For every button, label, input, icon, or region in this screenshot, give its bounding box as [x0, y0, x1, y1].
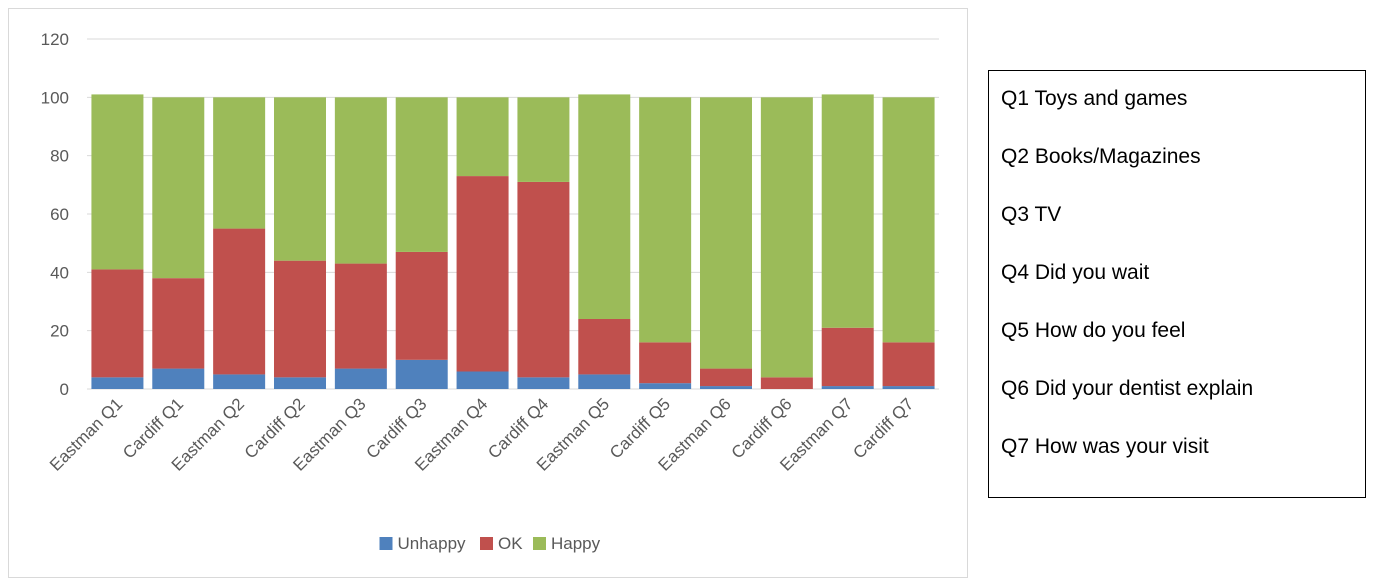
bar-segment-ok — [639, 342, 692, 384]
bar-segment-unhappy — [334, 368, 387, 389]
bar-segment-ok — [578, 319, 631, 375]
x-tick-label: Eastman Q1 — [46, 394, 126, 474]
question-key-item: Q1 Toys and games — [1001, 87, 1188, 110]
bar-segment-unhappy — [882, 386, 935, 389]
bar-segment-happy — [821, 94, 874, 328]
bar-segment-unhappy — [700, 386, 752, 389]
bar-segment-ok — [456, 176, 509, 372]
bar-segment-unhappy — [578, 374, 631, 389]
x-tick-label: Cardiff Q7 — [849, 394, 917, 462]
legend-label: OK — [498, 534, 523, 553]
question-key-box: Q1 Toys and games Q2 Books/Magazines Q3 … — [988, 70, 1366, 498]
bar-segment-ok — [91, 269, 144, 378]
bar-segment-ok — [274, 260, 326, 378]
bar-segment-unhappy — [456, 371, 509, 389]
bars — [91, 94, 935, 389]
bar-segment-unhappy — [274, 377, 326, 389]
bar-segment-unhappy — [517, 377, 570, 389]
question-key-item: Q7 How was your visit — [1001, 435, 1209, 458]
bar-segment-ok — [882, 342, 935, 387]
bar-segment-ok — [334, 263, 387, 369]
bar-segment-ok — [152, 278, 205, 369]
question-key-item: Q5 How do you feel — [1001, 319, 1186, 342]
y-tick-label: 100 — [41, 88, 69, 107]
bar-segment-happy — [639, 97, 692, 343]
bar-segment-ok — [517, 181, 570, 378]
y-tick-label: 20 — [50, 322, 69, 341]
bar-segment-happy — [882, 97, 935, 343]
y-tick-label: 0 — [60, 380, 69, 399]
bar-segment-unhappy — [821, 386, 874, 389]
legend-swatch-happy — [533, 537, 546, 550]
bar-segment-unhappy — [395, 359, 448, 389]
question-key-item: Q6 Did your dentist explain — [1001, 377, 1254, 400]
question-key-item: Q2 Books/Magazines — [1001, 145, 1201, 168]
bar-segment-happy — [517, 97, 570, 182]
bar-segment-happy — [91, 94, 144, 270]
question-key-item: Q3 TV — [1001, 203, 1062, 226]
bar-segment-ok — [760, 377, 813, 389]
bar-segment-unhappy — [213, 374, 266, 389]
bar-segment-happy — [760, 97, 813, 378]
legend-label: Unhappy — [398, 534, 467, 553]
bar-segment-ok — [213, 228, 266, 375]
bar-segment-happy — [395, 97, 448, 252]
bar-segment-ok — [821, 327, 874, 387]
y-tick-label: 120 — [41, 30, 69, 49]
bar-segment-unhappy — [91, 377, 144, 389]
y-axis-ticks: 0 20 40 60 80 100 120 — [41, 30, 69, 399]
bar-segment-unhappy — [152, 368, 205, 389]
y-tick-label: 60 — [50, 205, 69, 224]
bar-segment-unhappy — [639, 383, 692, 389]
legend-swatch-unhappy — [379, 537, 393, 550]
bar-segment-happy — [334, 97, 387, 264]
bar-segment-ok — [395, 251, 448, 360]
y-tick-label: 80 — [50, 147, 69, 166]
bar-segment-happy — [700, 97, 752, 369]
chart-area: 0 20 40 60 80 100 120 Eastman Q1 Cardiff Q1 East… — [8, 8, 968, 578]
question-key-item: Q4 Did you wait — [1001, 261, 1150, 284]
legend-swatch-ok — [480, 537, 493, 550]
chart-legend: Unhappy OK Happy — [379, 534, 601, 553]
bar-segment-happy — [456, 97, 509, 177]
bar-segment-happy — [213, 97, 266, 229]
y-tick-label: 40 — [50, 263, 69, 282]
bar-segment-happy — [152, 97, 205, 279]
bar-segment-happy — [274, 97, 326, 261]
legend-label: Happy — [551, 534, 601, 553]
bar-segment-happy — [578, 94, 631, 320]
bar-segment-ok — [700, 368, 752, 387]
